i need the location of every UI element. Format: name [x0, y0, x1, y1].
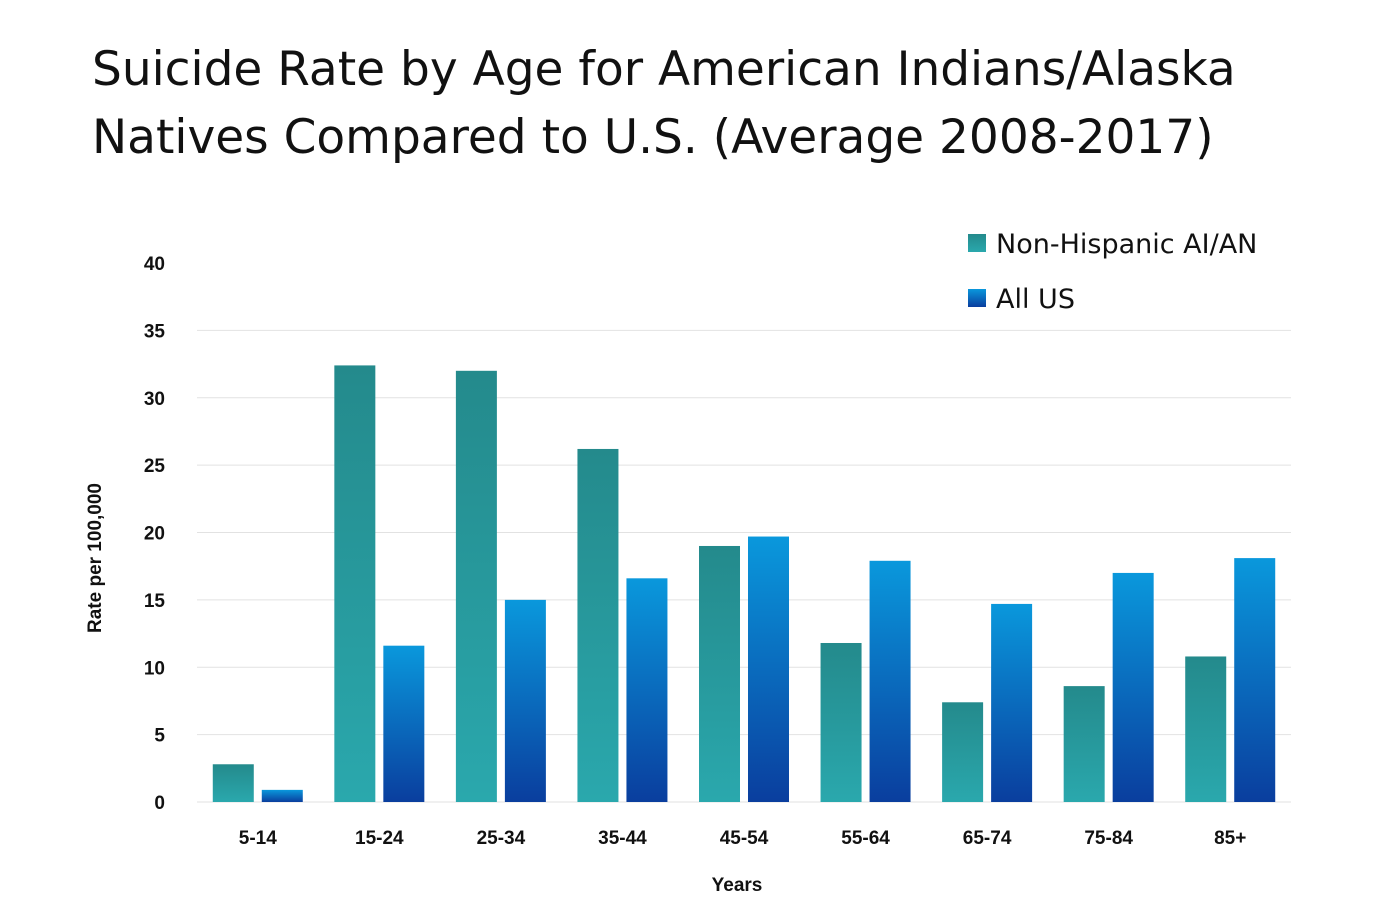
- x-tick-label-5-14: 5-14: [239, 828, 277, 849]
- bars: [212, 365, 1276, 802]
- y-tick-label-15: 15: [144, 591, 166, 612]
- x-tick-label-85+: 85+: [1214, 828, 1246, 849]
- y-tick-label-20: 20: [144, 524, 165, 545]
- bar-aian-35-44: [577, 448, 619, 802]
- x-tick-label-75-84: 75-84: [1084, 828, 1133, 849]
- bar-aian-45-54: [699, 545, 740, 802]
- bar-all-us-5-14: [261, 789, 303, 802]
- y-tick-label-30: 30: [144, 389, 165, 410]
- x-axis-ticks: 5-14 15-24 25-34 35-44 45-54 55-64 65-74 75-84 8…: [239, 828, 1247, 849]
- bar-aian-15-24: [334, 365, 376, 802]
- x-tick-label-45-54: 45-54: [720, 828, 769, 849]
- bar-aian-85+: [1185, 656, 1227, 802]
- bar-aian-65-74: [942, 702, 984, 802]
- gridlines: [197, 329, 1291, 803]
- bar-all-us-55-64: [869, 560, 911, 802]
- bar-aian-25-34: [455, 370, 497, 802]
- legend-swatch-all-us: [968, 289, 986, 307]
- y-axis-ticks: 0 5 10 15 20 25 30 35 40: [144, 254, 166, 814]
- bar-all-us-65-74: [991, 603, 1033, 802]
- y-tick-label-40: 40: [144, 254, 165, 275]
- legend-label-aian: Non-Hispanic AI/AN: [996, 229, 1257, 260]
- bar-all-us-85+: [1234, 558, 1276, 802]
- bar-all-us-35-44: [626, 578, 668, 802]
- x-tick-label-25-34: 25-34: [477, 828, 526, 849]
- x-tick-label-35-44: 35-44: [598, 828, 647, 849]
- x-tick-label-65-74: 65-74: [963, 828, 1012, 849]
- y-tick-label-10: 10: [144, 658, 165, 679]
- y-axis-title: Rate per 100,000: [85, 483, 106, 633]
- x-tick-label-55-64: 55-64: [841, 828, 890, 849]
- y-tick-label-25: 25: [144, 456, 166, 477]
- legend-swatch-aian: [968, 234, 986, 252]
- x-axis-title: Years: [712, 875, 763, 896]
- y-tick-label-35: 35: [144, 321, 166, 342]
- bar-all-us-45-54: [748, 536, 789, 802]
- y-tick-label-5: 5: [154, 726, 165, 747]
- x-tick-label-15-24: 15-24: [355, 828, 404, 849]
- bar-all-us-25-34: [504, 599, 546, 802]
- chart-title-line-1: Suicide Rate by Age for American Indians…: [92, 42, 1236, 97]
- bar-all-us-75-84: [1112, 572, 1154, 802]
- y-tick-label-0: 0: [154, 793, 165, 814]
- bar-aian-75-84: [1063, 686, 1105, 802]
- bar-aian-55-64: [820, 642, 862, 802]
- legend: Non-Hispanic AI/AN All US: [968, 229, 1257, 315]
- bar-aian-5-14: [212, 764, 254, 802]
- legend-label-all-us: All US: [996, 284, 1075, 315]
- chart-title: Suicide Rate by Age for American Indians…: [92, 36, 1342, 172]
- chart-title-line-2: Natives Compared to U.S. (Average 2008-2…: [92, 110, 1214, 165]
- bar-all-us-15-24: [383, 645, 425, 802]
